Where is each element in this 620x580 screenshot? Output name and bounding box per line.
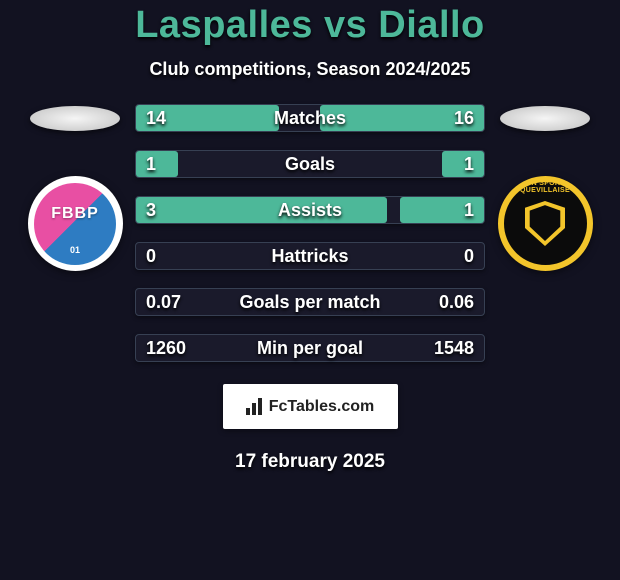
left-badge-sub: 01 — [70, 245, 80, 255]
right-player-photo — [500, 106, 590, 131]
stat-row: 1260 Min per goal 1548 — [135, 334, 485, 362]
stat-value-left: 0 — [146, 246, 156, 267]
left-player-photo — [30, 106, 120, 131]
stats-table: 14 Matches 16 1 Goals 1 3 Assists 1 0 Hattricks 0 0.… — [135, 104, 485, 362]
page-subtitle: Club competitions, Season 2024/2025 — [149, 59, 470, 80]
stat-row: 1 Goals 1 — [135, 150, 485, 178]
stat-row: 0 Hattricks 0 — [135, 242, 485, 270]
stat-value-left: 1 — [146, 154, 156, 175]
page-title: Laspalles vs Diallo — [135, 4, 485, 47]
left-team-badge: FBBP 01 — [28, 176, 123, 271]
left-team-badge-inner: FBBP 01 — [34, 183, 116, 265]
main-area: FBBP 01 14 Matches 16 1 Goals 1 3 Assists 1 0 Hatt… — [0, 104, 620, 362]
stat-label: Matches — [274, 108, 346, 129]
stat-bar-left — [136, 151, 178, 177]
stat-label: Goals — [285, 154, 335, 175]
stat-value-right: 16 — [454, 108, 474, 129]
stat-label: Goals per match — [239, 292, 380, 313]
stat-label: Assists — [278, 200, 342, 221]
stat-value-left: 0.07 — [146, 292, 181, 313]
stat-value-left: 3 — [146, 200, 156, 221]
right-badge-ring-text: UNION SPORTIVE QUEVILLAISE — [504, 180, 587, 194]
stat-row: 3 Assists 1 — [135, 196, 485, 224]
stat-label: Min per goal — [257, 338, 363, 359]
comparison-date: 17 february 2025 — [235, 451, 385, 473]
stat-value-right: 0 — [464, 246, 474, 267]
fctables-logo: FcTables.com — [223, 384, 398, 429]
stat-bar-left — [136, 197, 387, 223]
right-team-badge-inner: UNION SPORTIVE QUEVILLAISE — [504, 182, 587, 265]
stat-row: 14 Matches 16 — [135, 104, 485, 132]
right-side: UNION SPORTIVE QUEVILLAISE — [485, 104, 605, 271]
fctables-bars-icon — [246, 398, 262, 415]
left-side: FBBP 01 — [15, 104, 135, 271]
stat-value-right: 1 — [464, 200, 474, 221]
stat-value-right: 1 — [464, 154, 474, 175]
stat-value-right: 0.06 — [439, 292, 474, 313]
stat-value-left: 14 — [146, 108, 166, 129]
fctables-text: FcTables.com — [269, 398, 375, 416]
stat-label: Hattricks — [271, 246, 348, 267]
left-badge-text: FBBP — [51, 205, 99, 223]
stat-value-right: 1548 — [434, 338, 474, 359]
stat-row: 0.07 Goals per match 0.06 — [135, 288, 485, 316]
stat-value-left: 1260 — [146, 338, 186, 359]
right-team-badge: UNION SPORTIVE QUEVILLAISE — [498, 176, 593, 271]
right-badge-shield — [525, 201, 565, 246]
